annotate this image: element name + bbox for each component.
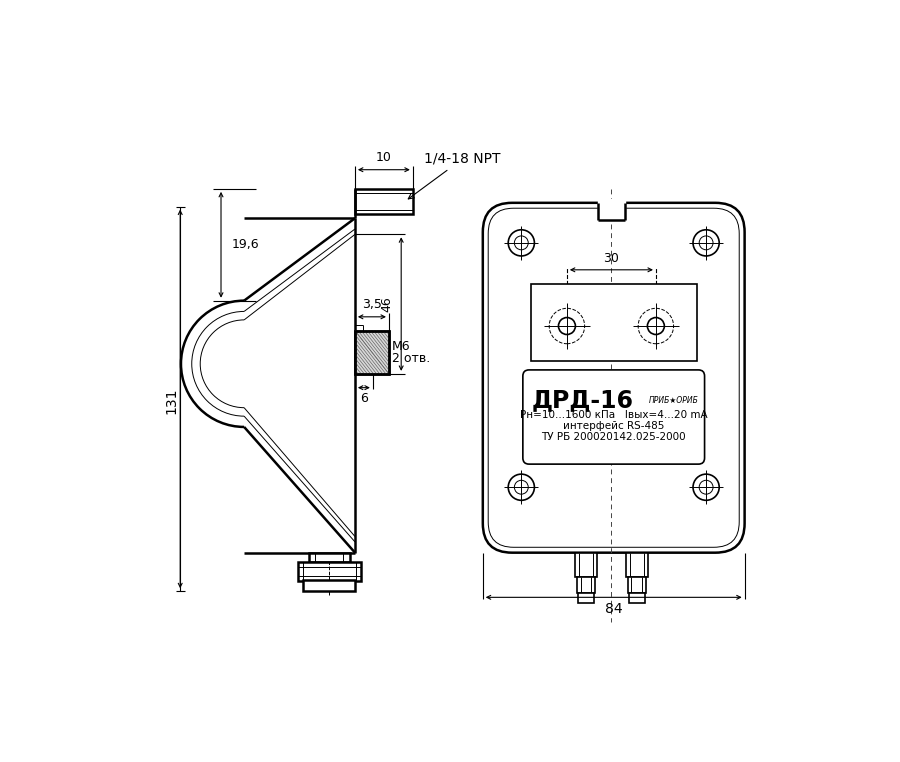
Circle shape: [647, 318, 664, 335]
Bar: [355, 331, 389, 374]
Circle shape: [699, 236, 713, 250]
Bar: [309, 552, 349, 562]
Bar: [530, 283, 697, 360]
Circle shape: [508, 230, 535, 256]
Bar: [355, 331, 389, 374]
FancyBboxPatch shape: [482, 203, 744, 552]
Text: 131: 131: [164, 388, 178, 414]
Circle shape: [559, 318, 575, 335]
Text: 30: 30: [604, 252, 619, 265]
Text: интерфейс RS-485: интерфейс RS-485: [563, 421, 664, 431]
Bar: [629, 593, 644, 603]
Text: 6: 6: [360, 392, 368, 405]
Text: ПРИБ★ОРИБ: ПРИБ★ОРИБ: [649, 395, 698, 405]
Text: 10: 10: [376, 151, 392, 164]
Text: 3,5: 3,5: [362, 298, 382, 311]
Text: 46: 46: [381, 296, 394, 312]
Circle shape: [693, 474, 719, 501]
Circle shape: [638, 309, 673, 344]
Circle shape: [549, 309, 585, 344]
Text: 1/4-18 NPT: 1/4-18 NPT: [409, 152, 500, 199]
Circle shape: [693, 230, 719, 256]
Circle shape: [515, 480, 528, 494]
Bar: [575, 552, 597, 578]
Bar: [355, 189, 413, 213]
Text: 84: 84: [605, 602, 623, 616]
Bar: [303, 580, 355, 591]
Bar: [579, 593, 594, 603]
Text: М6: М6: [392, 340, 410, 353]
Circle shape: [515, 236, 528, 250]
Circle shape: [508, 474, 535, 501]
Bar: [577, 578, 595, 593]
Bar: [627, 578, 646, 593]
Text: Рн=10...1600 кПа   Iвых=4...20 mA: Рн=10...1600 кПа Iвых=4...20 mA: [520, 411, 707, 421]
Bar: [626, 552, 648, 578]
Bar: [298, 562, 361, 581]
Text: 2 отв.: 2 отв.: [392, 352, 430, 365]
Text: ТУ РБ 200020142.025-2000: ТУ РБ 200020142.025-2000: [542, 432, 686, 442]
Text: ДРД-16: ДРД-16: [532, 388, 634, 412]
Text: 19,6: 19,6: [232, 239, 259, 251]
FancyBboxPatch shape: [523, 370, 705, 464]
Circle shape: [699, 480, 713, 494]
